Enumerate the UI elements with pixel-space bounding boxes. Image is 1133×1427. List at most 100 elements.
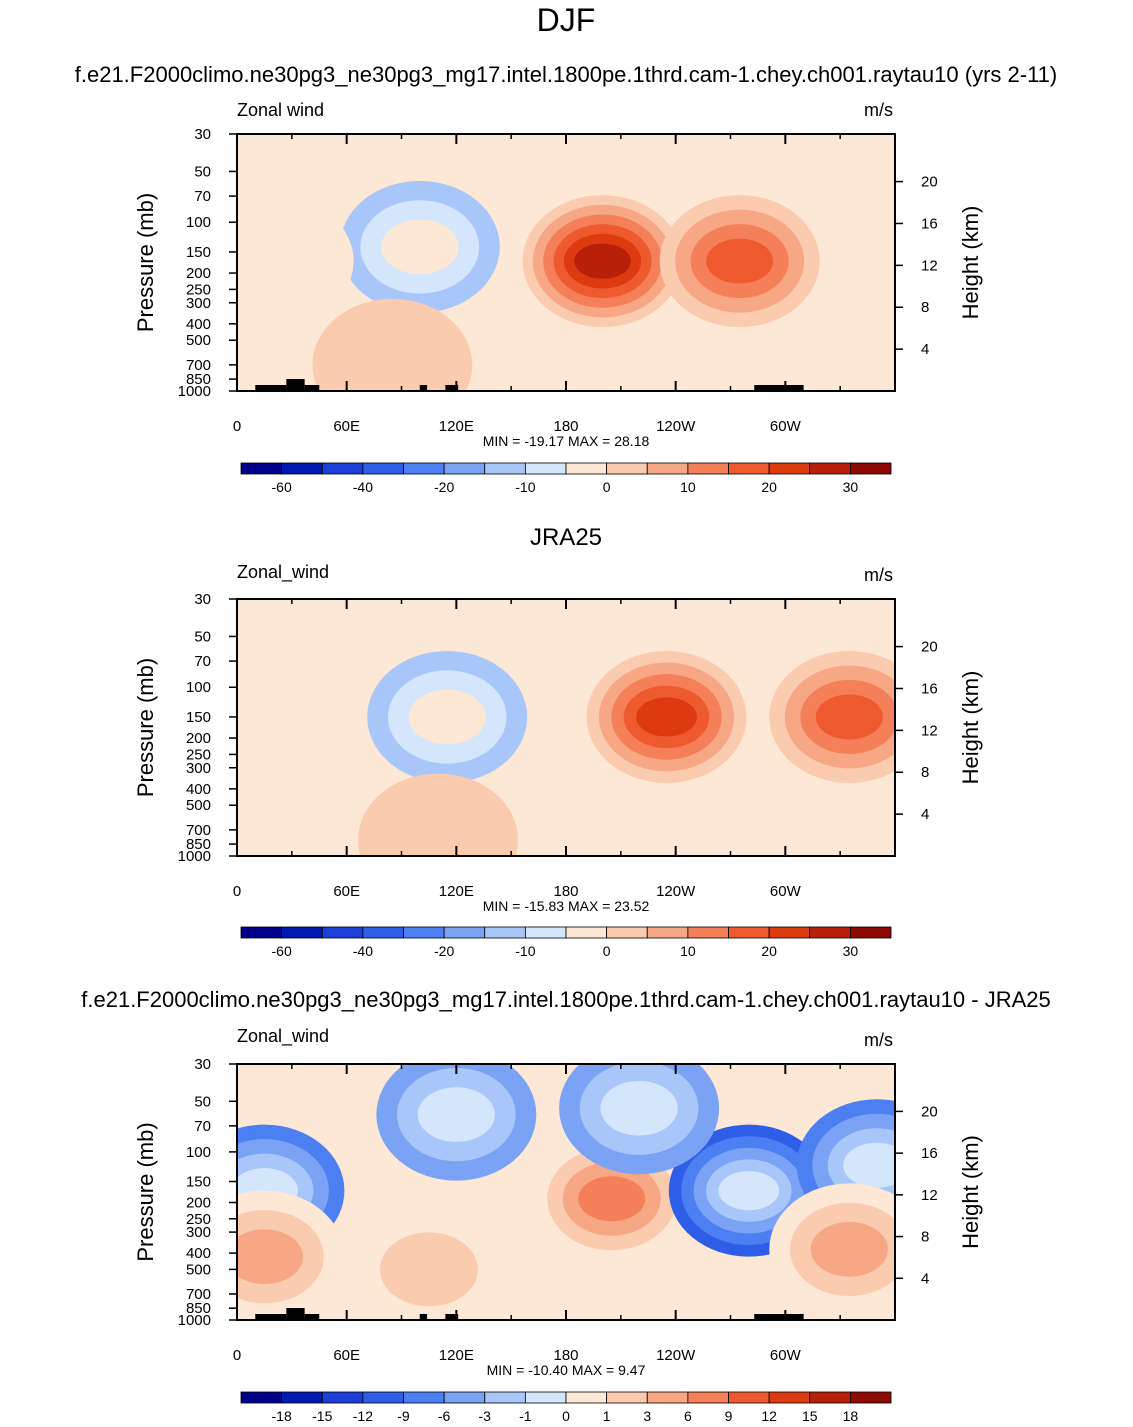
xtick-label-model-0: 0 (233, 418, 241, 435)
terrain-difference-3 (419, 1314, 428, 1320)
colorbar-label-model-4: 0 (603, 479, 611, 495)
ytick-label-model-5: 200 (186, 265, 211, 282)
xtick-label-difference-5: 60W (770, 1347, 802, 1364)
colorbar-box-difference-14 (809, 1391, 851, 1404)
xtick-label-obs-0: 0 (233, 883, 241, 900)
colorbar-box-model-10 (646, 462, 689, 475)
panel-difference-field (237, 1064, 895, 1320)
xtick-label-obs-2: 120E (439, 883, 474, 900)
ytick-label-difference-12: 1000 (178, 1312, 211, 1329)
colorbar-box-difference-0 (240, 1391, 283, 1404)
htick-label-difference-3: 8 (921, 1229, 929, 1246)
colorbar-box-obs-5 (443, 926, 486, 939)
xtick-label-difference-1: 60E (333, 1347, 360, 1364)
contour-model-3-0 (237, 195, 354, 328)
htick-label-model-4: 4 (921, 341, 929, 358)
ytick-label-difference-10: 700 (186, 1286, 211, 1303)
colorbar-label-obs-2: -20 (434, 943, 454, 959)
ytick-label-difference-8: 400 (186, 1245, 211, 1262)
colorbar-box-difference-7 (524, 1391, 567, 1404)
colorbar-box-model-0 (240, 462, 283, 475)
colorbar-label-difference-5: -3 (479, 1408, 492, 1424)
terrain-difference-0 (255, 1314, 287, 1320)
colorbar-box-difference-15 (849, 1391, 892, 1404)
colorbar-box-model-9 (606, 462, 648, 475)
xtick-label-difference-3: 180 (553, 1347, 578, 1364)
ytick-label-model-11: 850 (186, 371, 211, 388)
colorbar-label-obs-7: 30 (843, 943, 859, 959)
colorbar-box-model-3 (362, 462, 404, 475)
colorbar-box-model-6 (484, 462, 526, 475)
terrain-model-1 (286, 379, 305, 391)
model-title: f.e21.F2000climo.ne30pg3_ne30pg3_mg17.in… (74, 62, 1058, 87)
xtick-label-obs-4: 120W (656, 883, 696, 900)
model-stats: MIN = -19.17 MAX = 28.18 (482, 433, 650, 449)
colorbar-box-obs-12 (728, 926, 770, 939)
diff-units-label: m/s (864, 1030, 893, 1050)
contour-difference-3-3 (843, 1142, 895, 1188)
contour-model-0-5 (574, 243, 631, 279)
colorbar-box-difference-9 (606, 1391, 648, 1404)
xtick-label-model-2: 120E (439, 418, 474, 435)
contour-model-1-3 (706, 238, 774, 284)
ytick-label-obs-11: 850 (186, 836, 211, 853)
ytick-label-obs-4: 150 (186, 709, 211, 726)
main-title: DJF (536, 2, 596, 38)
contour-obs-1-3 (815, 694, 883, 740)
contour-difference-7-2 (600, 1080, 678, 1136)
colorbar-label-model-0: -60 (272, 479, 292, 495)
contour-difference-8-2 (417, 1087, 496, 1142)
ylabel-right-model: Height (km) (958, 206, 983, 320)
contour-obs-0-4 (636, 697, 697, 737)
htick-label-obs-2: 12 (921, 722, 938, 739)
ytick-label-model-3: 100 (186, 214, 211, 231)
ytick-label-obs-3: 100 (186, 679, 211, 696)
colorbar-box-model-14 (809, 462, 851, 475)
xtick-label-obs-3: 180 (553, 883, 578, 900)
colorbar-box-model-1 (281, 462, 323, 475)
htick-label-obs-0: 20 (921, 639, 938, 656)
xtick-label-difference-2: 120E (439, 1347, 474, 1364)
htick-label-difference-2: 12 (921, 1187, 938, 1204)
colorbar-label-obs-3: -10 (515, 943, 535, 959)
colorbar-box-difference-10 (646, 1391, 689, 1404)
colorbar-label-obs-5: 10 (680, 943, 696, 959)
colorbar-box-model-13 (768, 462, 811, 475)
colorbar-box-obs-14 (809, 926, 851, 939)
colorbar-label-difference-6: -1 (519, 1408, 532, 1424)
obs-units-label: m/s (864, 565, 893, 585)
colorbar-box-obs-1 (281, 926, 323, 939)
ytick-label-difference-0: 30 (194, 1056, 211, 1073)
colorbar-label-model-3: -10 (515, 479, 535, 495)
ytick-label-obs-2: 70 (194, 653, 211, 670)
ytick-label-obs-9: 500 (186, 797, 211, 814)
ytick-label-model-6: 250 (186, 281, 211, 298)
contour-obs-4-0 (358, 773, 519, 856)
terrain-difference-5 (754, 1314, 804, 1320)
terrain-model-2 (304, 385, 320, 391)
colorbar-box-obs-13 (768, 926, 811, 939)
colorbar-box-obs-2 (321, 926, 364, 939)
terrain-difference-2 (304, 1314, 320, 1320)
panel-model-field (237, 134, 895, 391)
colorbar-box-obs-4 (403, 926, 445, 939)
ytick-label-difference-1: 50 (194, 1093, 211, 1110)
colorbar-box-difference-13 (768, 1391, 811, 1404)
htick-label-obs-4: 4 (921, 806, 929, 823)
ytick-label-model-12: 1000 (178, 383, 211, 400)
htick-label-obs-1: 16 (921, 680, 938, 697)
contour-model-4-0 (440, 313, 601, 391)
colorbar-box-difference-12 (728, 1391, 770, 1404)
xtick-label-model-5: 60W (770, 418, 802, 435)
ylabel-difference: Pressure (mb) (133, 1122, 158, 1261)
model-units-label: m/s (864, 100, 893, 120)
ytick-label-obs-5: 200 (186, 730, 211, 747)
colorbar-label-difference-10: 6 (684, 1408, 692, 1424)
ylabel-model: Pressure (mb) (133, 193, 158, 332)
contour-difference-4-2 (237, 1229, 304, 1284)
ytick-label-difference-2: 70 (194, 1118, 211, 1135)
ytick-label-obs-10: 700 (186, 822, 211, 839)
ytick-label-difference-6: 250 (186, 1211, 211, 1228)
colorbar-box-difference-2 (321, 1391, 364, 1404)
